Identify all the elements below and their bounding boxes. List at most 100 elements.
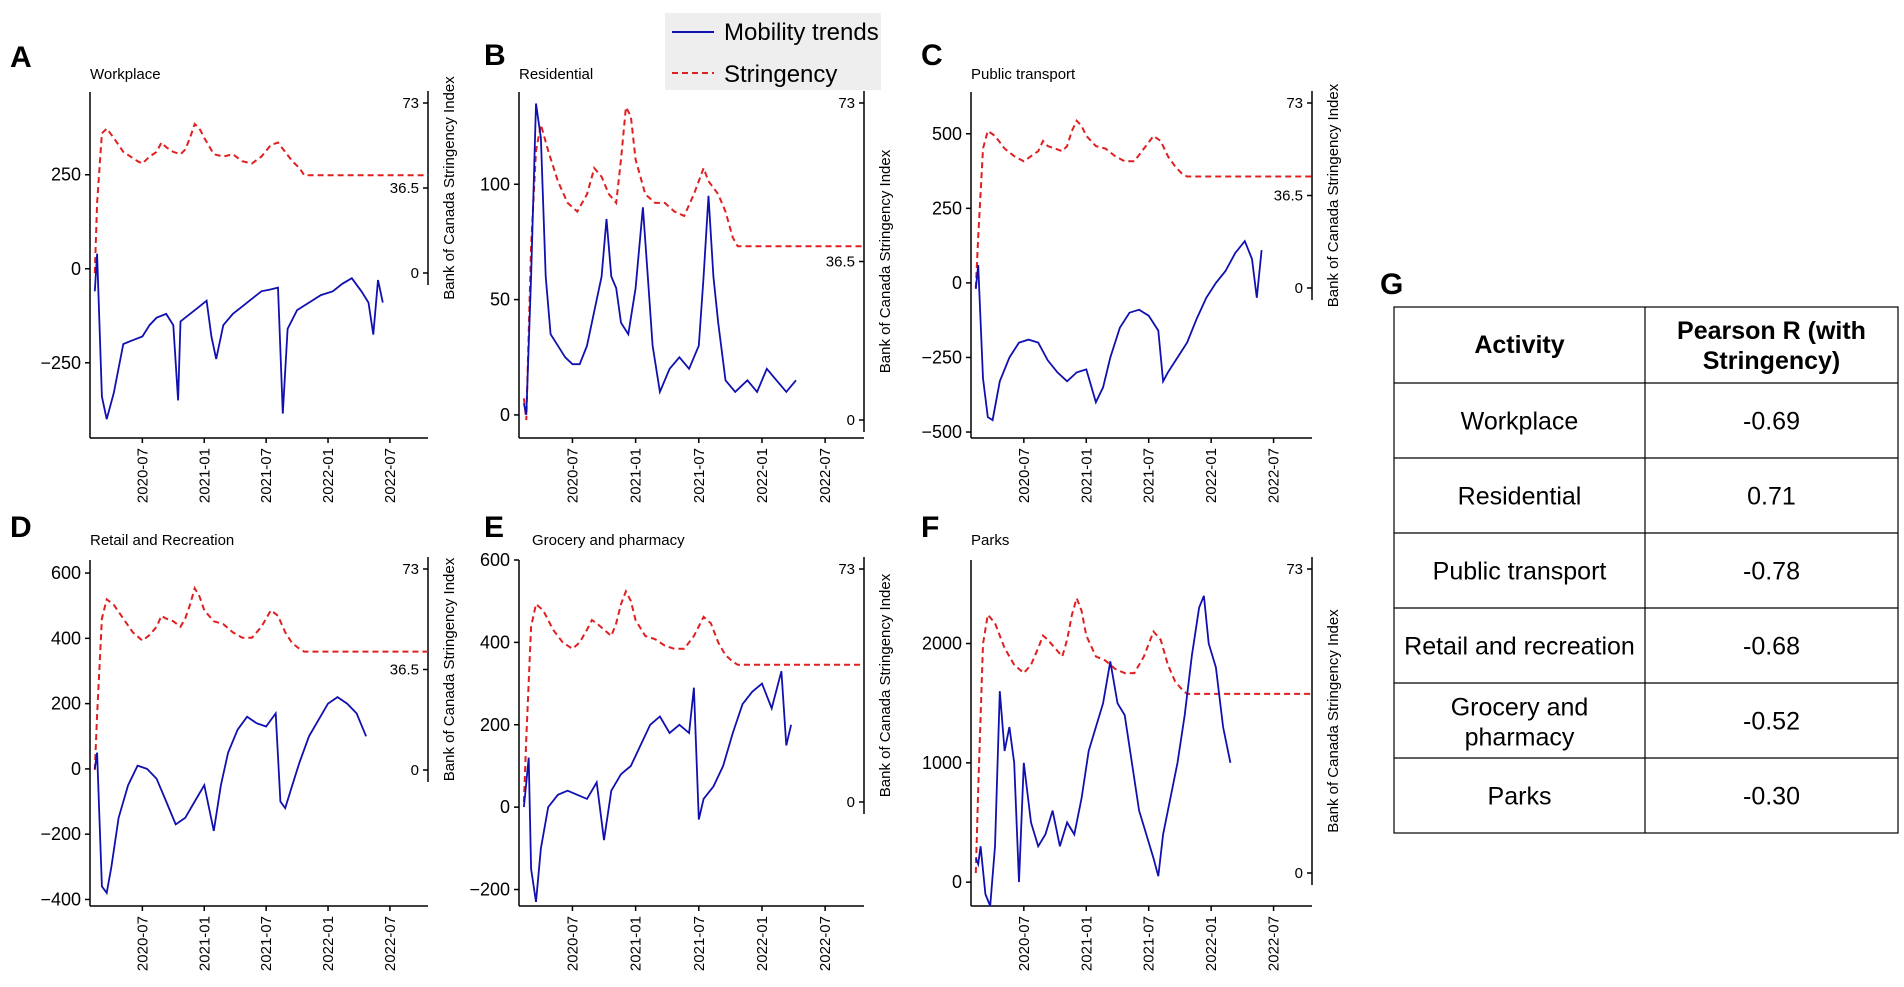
- panel-f: F Parks 0 1000 2000 73 0 Bank of Canada Strin…: [921, 511, 1342, 971]
- x-tick-label: 2021-01: [1078, 916, 1095, 971]
- panel-d-plot: −400 −200 0 200 400 600 73 36.5 0 Bank of Canada …: [40, 557, 458, 971]
- x-tick-label: 2021-01: [628, 916, 645, 971]
- right-axis-label: Bank of Canada Stringency Index: [1325, 609, 1342, 833]
- panel-d-title: Retail and Recreation: [90, 532, 234, 549]
- right-axis-label: Bank of Canada Stringency Index: [877, 149, 894, 373]
- right-tick-label: 0: [847, 794, 855, 811]
- panel-a-letter: A: [10, 41, 32, 74]
- panel-e-letter: E: [484, 511, 504, 544]
- x-tick-label: 2021-07: [1141, 448, 1158, 503]
- table-cell-activity: Grocery and: [1451, 694, 1589, 722]
- x-tick-label: 2022-01: [754, 448, 771, 503]
- y-tick-label: 50: [490, 290, 510, 310]
- panel-e-title: Grocery and pharmacy: [532, 532, 685, 549]
- x-tick-label: 2022-01: [320, 916, 337, 971]
- x-tick-label: 2022-01: [320, 448, 337, 503]
- y-tick-label: 250: [932, 198, 962, 218]
- x-tick-label: 2021-07: [1141, 916, 1158, 971]
- x-tick-label: 2022-07: [817, 916, 834, 971]
- panel-g-letter: G: [1380, 268, 1403, 301]
- legend-mobility-label: Mobility trends: [724, 19, 879, 46]
- mobility-series-line: [93, 696, 367, 896]
- panel-c: C Public transport −500 −250 0 250 500 73 36.5…: [921, 39, 1342, 503]
- x-tick-label: 2022-07: [382, 916, 399, 971]
- y-tick-label: −500: [921, 422, 962, 442]
- legend-box: [665, 13, 881, 90]
- right-tick-label: 0: [1295, 280, 1303, 297]
- right-tick-label: 73: [1286, 95, 1303, 112]
- x-tick-label: 2021-07: [691, 448, 708, 503]
- panel-f-plot: 0 1000 2000 73 0 Bank of Canada Stringency In…: [922, 557, 1342, 971]
- x-tick-label: 2021-01: [1078, 448, 1095, 503]
- y-tick-label: −250: [921, 347, 962, 367]
- stringency-series-line: [974, 595, 1312, 874]
- x-tick-label: 2020-07: [134, 448, 151, 503]
- legend: Mobility trends Stringency: [665, 13, 881, 90]
- right-tick-label: 0: [411, 265, 419, 282]
- stringency-series-line: [93, 585, 428, 771]
- x-tick-label: 2021-07: [258, 916, 275, 971]
- y-tick-label: 400: [480, 632, 510, 652]
- x-tick-label: 2022-07: [1266, 916, 1283, 971]
- mobility-series-line: [93, 253, 384, 420]
- panel-c-letter: C: [921, 39, 943, 72]
- table-cell-pearson: -0.69: [1743, 408, 1800, 436]
- x-tick-label: 2020-07: [564, 916, 581, 971]
- table-cell-activity: Residential: [1458, 483, 1582, 511]
- panel-f-letter: F: [921, 511, 939, 544]
- table-cell-pearson: -0.78: [1743, 558, 1800, 586]
- y-tick-label: 0: [952, 273, 962, 293]
- panel-a-plot: −250 0 250 73 36.5 0 Bank of Canada Stringency…: [40, 76, 458, 503]
- panel-d: D Retail and Recreation −400 −200 0 200 400 6…: [10, 511, 458, 971]
- y-tick-label: 500: [932, 124, 962, 144]
- y-tick-label: 600: [51, 563, 81, 583]
- table-cell-activity: Retail and recreation: [1404, 633, 1635, 661]
- mobility-series-line: [974, 239, 1263, 422]
- panel-b-plot: 0 50 100 73 36.5 0 Bank of Canada Stringency I…: [480, 91, 894, 503]
- right-tick-label: 73: [402, 95, 419, 112]
- x-tick-label: 2021-01: [628, 448, 645, 503]
- panel-b-title: Residential: [519, 66, 593, 83]
- x-tick-label: 2022-01: [754, 916, 771, 971]
- right-tick-label: 36.5: [1274, 188, 1303, 205]
- x-tick-label: 2020-07: [564, 448, 581, 503]
- legend-stringency-label: Stringency: [724, 61, 837, 88]
- x-tick-label: 2021-07: [258, 448, 275, 503]
- right-tick-label: 36.5: [826, 254, 855, 271]
- table-header-pearson-line1: Pearson R (with: [1677, 317, 1866, 345]
- x-tick-label: 2020-07: [1016, 916, 1033, 971]
- table-header-activity: Activity: [1474, 331, 1564, 359]
- y-tick-label: −250: [40, 353, 81, 373]
- right-tick-label: 73: [838, 561, 855, 578]
- panel-c-plot: −500 −250 0 250 500 73 36.5 0 Bank of Canada Str…: [921, 83, 1342, 503]
- right-tick-label: 0: [1295, 865, 1303, 882]
- panel-e-plot: −200 0 200 400 600 73 0 Bank of Canada Stringen…: [469, 550, 894, 971]
- table-cell-activity: Workplace: [1461, 408, 1579, 436]
- y-tick-label: 400: [51, 628, 81, 648]
- x-tick-label: 2020-07: [134, 916, 151, 971]
- panel-e: E Grocery and pharmacy −200 0 200 400 600 73 0…: [469, 511, 894, 971]
- table-cell-activity: Public transport: [1433, 558, 1607, 586]
- right-axis-label: Bank of Canada Stringency Index: [877, 573, 894, 797]
- right-axis-label: Bank of Canada Stringency Index: [441, 557, 458, 781]
- x-tick-label: 2022-07: [1266, 448, 1283, 503]
- y-tick-label: 0: [500, 405, 510, 425]
- mobility-series-line: [523, 670, 792, 903]
- y-tick-label: 200: [480, 715, 510, 735]
- right-tick-label: 73: [1286, 561, 1303, 578]
- table-border: [1393, 306, 1899, 834]
- y-tick-label: 0: [71, 259, 81, 279]
- right-axis-label: Bank of Canada Stringency Index: [441, 76, 458, 300]
- panel-f-title: Parks: [971, 532, 1009, 549]
- x-tick-label: 2022-07: [382, 448, 399, 503]
- table-cell-activity: pharmacy: [1465, 724, 1575, 752]
- right-axis-label: Bank of Canada Stringency Index: [1325, 83, 1342, 307]
- y-tick-label: 2000: [922, 634, 962, 654]
- y-tick-label: −400: [40, 889, 81, 909]
- x-tick-label: 2021-01: [196, 448, 213, 503]
- y-tick-label: 100: [480, 174, 510, 194]
- x-tick-label: 2022-01: [1203, 916, 1220, 971]
- table-cell-pearson: -0.30: [1743, 783, 1800, 811]
- table-cell-pearson: -0.68: [1743, 633, 1800, 661]
